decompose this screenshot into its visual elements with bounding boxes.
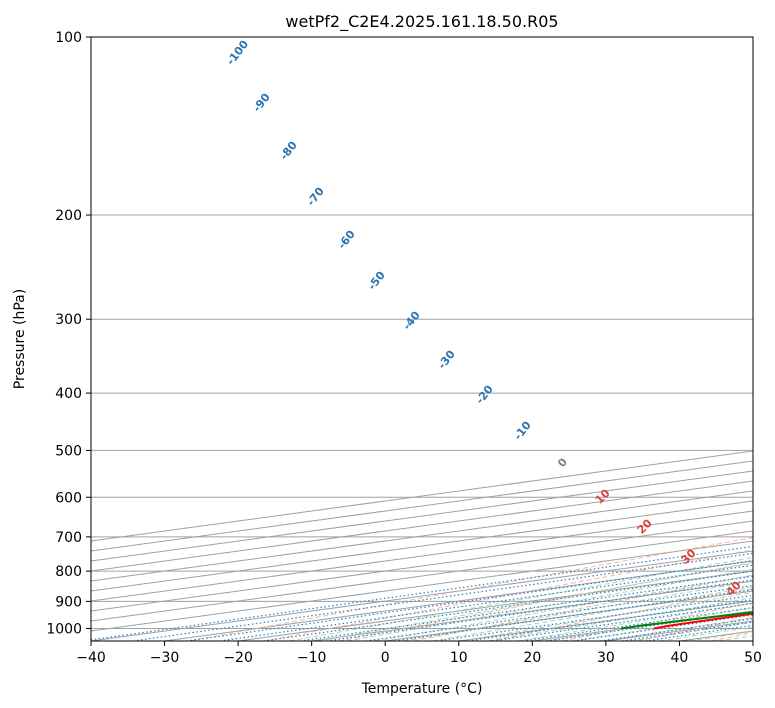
y-tick-label: 100 [55, 30, 82, 46]
x-tick-label: 50 [744, 650, 762, 666]
moist-adiabat-line [346, 568, 753, 641]
isotherm-line [91, 460, 753, 552]
x-tick-label: −30 [150, 650, 180, 666]
isotherm-line [91, 470, 753, 562]
moist-adiabat-line [289, 556, 753, 641]
isotherm-line [91, 530, 753, 622]
y-tick-label: 500 [55, 443, 82, 459]
isotherm-line [91, 500, 753, 592]
dry-adiabat-line [487, 588, 753, 641]
mixing-ratio-line [436, 594, 753, 641]
isotherm-line [91, 480, 753, 572]
tick-layer: −40 −30 −20 −10 0 10 20 30 40 50 100 200 300 400 500 60… [46, 30, 762, 666]
mixing-ratio-line [394, 588, 753, 641]
y-tick-label: 300 [55, 312, 82, 328]
isotherm-line [91, 520, 753, 612]
x-tick-label: 30 [597, 650, 615, 666]
x-tick-label: 40 [671, 650, 689, 666]
x-tick-label: 10 [450, 650, 468, 666]
y-tick-label: 800 [55, 564, 82, 580]
mixing-ratio-line [467, 599, 753, 641]
moist-adiabat-line [403, 580, 753, 641]
y-axis-label: Pressure (hPa) [12, 289, 28, 389]
grid-layer [91, 37, 753, 641]
x-tick-label: −40 [76, 650, 106, 666]
mixing-ratio-line [365, 584, 753, 641]
y-tick-label: 200 [55, 208, 82, 224]
dry-adiabat-line [413, 574, 753, 641]
y-tick-label: 1000 [46, 621, 82, 637]
isotherm-line [91, 510, 753, 602]
x-tick-label: 20 [523, 650, 541, 666]
x-tick-label: 0 [381, 650, 390, 666]
y-tick-label: 700 [55, 530, 82, 546]
x-axis-label: Temperature (°C) [361, 681, 483, 697]
isotherm-line [91, 490, 753, 582]
isotherm-line [91, 450, 753, 542]
y-tick-label: 400 [55, 386, 82, 402]
mixing-ratio-line [132, 552, 753, 641]
y-tick-label: 900 [55, 594, 82, 610]
chart-title: wetPf2_C2E4.2025.161.18.50.R05 [285, 12, 558, 32]
plot-frame [90, 36, 754, 642]
y-tick-label: 600 [55, 490, 82, 506]
dry-adiabat-line [264, 549, 753, 641]
x-tick-label: −20 [223, 650, 253, 666]
x-tick-label: −10 [297, 650, 327, 666]
